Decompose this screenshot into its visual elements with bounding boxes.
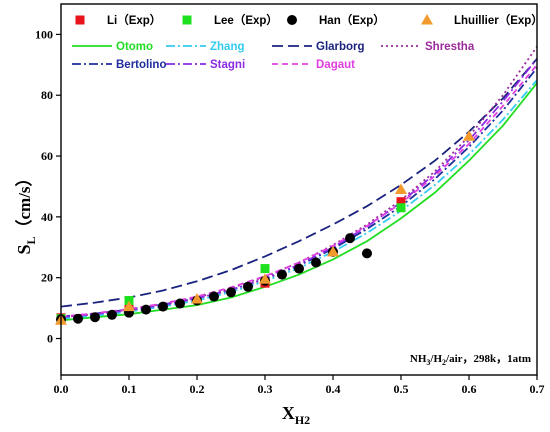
series-line-shrestha: [60, 46, 538, 319]
data-point-triangle: [259, 273, 271, 284]
legend-marker: [75, 15, 85, 25]
y-axis-label: SL（cm/s）: [14, 169, 38, 254]
data-point-triangle: [191, 292, 203, 304]
series-line-otomo: [60, 82, 538, 322]
data-point-circle: [73, 313, 83, 324]
legend-label: Zhang: [210, 41, 245, 53]
legend-label: Li（Exp）: [107, 13, 161, 27]
data-point-circle: [175, 298, 185, 309]
data-point-triangle: [395, 183, 407, 194]
y-tick-label: 80: [41, 88, 53, 102]
data-point-circle: [294, 263, 304, 274]
data-point-circle: [311, 257, 321, 268]
legend-marker: [287, 15, 297, 25]
plot-frame: [60, 3, 538, 376]
data-point-circle: [345, 233, 355, 244]
data-point-triangle: [463, 130, 475, 141]
y-tick-label: 40: [41, 210, 53, 224]
data-point-circle: [209, 291, 219, 302]
series-line-glarborg: [60, 58, 538, 308]
legend-label: Otomo: [116, 41, 153, 53]
data-point-circle: [90, 312, 100, 323]
x-tick-label: 0.5: [394, 382, 409, 396]
data-point-circle: [362, 248, 372, 259]
legend-label: Bertolino: [116, 59, 166, 71]
data-point-circle: [141, 304, 151, 315]
legend-label: Stagni: [210, 59, 245, 71]
model-curves: [60, 46, 538, 322]
legend-marker: [182, 15, 192, 25]
axis-ticks: 0.0 0.1 0.2 0.3 0.4 0.5 0.6 0.7 0 20 40 60 80 100: [35, 27, 545, 396]
data-point-circle: [243, 281, 253, 292]
x-axis-label: XH2: [282, 403, 310, 427]
y-tick-label: 20: [41, 271, 53, 285]
legend-label: Glarborg: [316, 41, 365, 53]
y-tick-label: 100: [35, 27, 53, 41]
x-tick-label: 0.3: [258, 382, 273, 396]
data-point-square: [260, 264, 270, 274]
data-point-square: [396, 197, 406, 207]
x-tick-label: 0.2: [190, 382, 205, 396]
x-tick-label: 0.6: [462, 382, 477, 396]
legend-label: Han（Exp）: [319, 13, 385, 27]
data-point-circle: [226, 287, 236, 298]
data-point-square: [396, 203, 406, 213]
legend-label: Shrestha: [425, 41, 475, 53]
data-point-circle: [277, 269, 287, 280]
experiment-points: [55, 130, 475, 325]
condition-annotation: NH3/H2/air，298k，1atm: [410, 353, 531, 367]
legend-label: Lee（Exp）: [214, 13, 278, 27]
x-tick-label: 0.4: [326, 382, 341, 396]
legend-label: Lhuillier（Exp）: [454, 13, 543, 27]
legend-label: Dagaut: [316, 59, 355, 71]
series-line-stagni: [60, 58, 538, 319]
legend: Li（Exp） Lee（Exp） Han（Exp） Lhuillier（Exp） Oto…: [72, 13, 543, 71]
data-point-circle: [107, 309, 117, 320]
x-tick-label: 0.0: [54, 382, 69, 396]
data-point-circle: [158, 301, 168, 312]
series-line-bertolino: [60, 67, 538, 318]
series-line-zhang: [60, 79, 538, 320]
data-point-triangle: [327, 245, 339, 257]
x-tick-label: 0.7: [530, 382, 545, 396]
y-tick-label: 60: [41, 149, 53, 163]
series-line-dagaut: [60, 64, 538, 318]
y-tick-label: 0: [47, 332, 53, 346]
x-tick-label: 0.1: [122, 382, 137, 396]
data-point-triangle: [123, 300, 135, 312]
data-point-square: [124, 295, 134, 305]
legend-marker: [421, 14, 433, 25]
